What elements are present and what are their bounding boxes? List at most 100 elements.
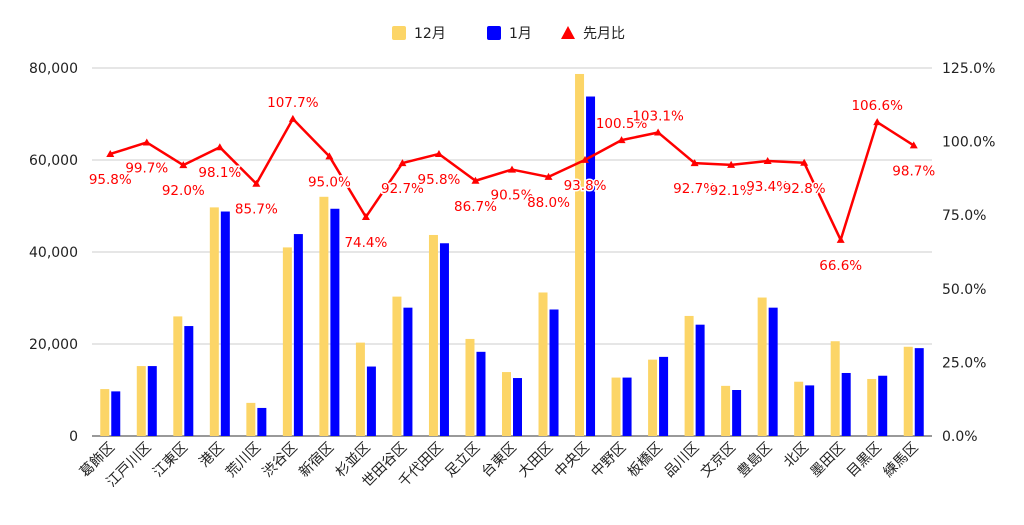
ratio-data-label: 85.7% xyxy=(235,202,278,218)
ratio-data-label: 93.8% xyxy=(564,178,607,194)
bar-12月 xyxy=(465,338,475,436)
ratio-point xyxy=(654,128,663,136)
ratio-data-label: 93.4% xyxy=(746,179,789,195)
bar-1月 xyxy=(549,309,559,436)
ratio-data-label: 100.5% xyxy=(596,116,648,132)
bar-12月 xyxy=(502,372,511,436)
right-tick-label: 100.0% xyxy=(942,135,995,151)
ratio-point xyxy=(544,172,553,180)
ratio-data-label: 95.0% xyxy=(308,174,351,190)
ratio-point xyxy=(909,141,918,149)
ratio-point xyxy=(763,157,772,165)
category-label: 荒川区 xyxy=(223,440,264,481)
category-label: 練馬区 xyxy=(881,440,922,481)
bar-1月 xyxy=(732,390,742,436)
right-axis: 0.0% 25.0% 50.0% 75.0% 100.0% 125.0% xyxy=(942,61,995,445)
ratio-point xyxy=(727,160,736,168)
category-label: 江東区 xyxy=(150,440,191,481)
right-tick-label: 25.0% xyxy=(942,355,986,371)
ratio-point xyxy=(690,159,699,167)
right-tick-label: 0.0% xyxy=(942,429,978,445)
right-tick-label: 125.0% xyxy=(942,61,995,77)
bar-1月 xyxy=(403,307,413,436)
ratio-point xyxy=(836,235,845,243)
legend-label-先月比: 先月比 xyxy=(583,26,625,42)
bar-1月 xyxy=(659,356,669,436)
left-tick-label: 80,000 xyxy=(29,61,78,77)
ratio-point xyxy=(471,176,480,184)
ratio-point xyxy=(581,155,590,163)
ratio-point xyxy=(179,161,188,169)
category-label: 板橋区 xyxy=(625,440,666,481)
bar-1月 xyxy=(914,348,924,436)
bar-12月 xyxy=(611,377,621,436)
ratio-point xyxy=(252,179,261,187)
bar-12月 xyxy=(867,378,877,436)
ratio-data-label: 92.1% xyxy=(710,183,753,199)
bar-1月 xyxy=(257,407,267,436)
bar-12月 xyxy=(209,207,219,436)
category-label: 北区 xyxy=(781,440,812,471)
legend-label-12月: 12月 xyxy=(414,26,446,42)
bar-1月 xyxy=(768,307,778,436)
ratio-data-label: 90.5% xyxy=(491,188,534,204)
ratio-data-label: 92.7% xyxy=(381,181,424,197)
ratio-line: 95.8%99.7%92.0%98.1%85.7%107.7%95.0%74.4… xyxy=(87,93,937,275)
bars xyxy=(100,73,924,437)
left-tick-label: 20,000 xyxy=(29,337,78,353)
ratio-data-label: 92.7% xyxy=(673,181,716,197)
ratio-point xyxy=(215,143,224,151)
bar-12月 xyxy=(136,366,146,436)
category-label: 中央区 xyxy=(552,440,593,481)
bar-12月 xyxy=(903,346,913,436)
ratio-point xyxy=(873,118,882,126)
bar-1月 xyxy=(805,385,815,436)
ratio-point xyxy=(398,159,407,167)
ratio-data-label: 107.7% xyxy=(267,95,319,111)
bar-1月 xyxy=(878,375,888,436)
category-label: 目黒区 xyxy=(844,440,885,481)
ratio-data-label: 66.6% xyxy=(819,258,862,274)
bar-12月 xyxy=(173,316,183,436)
category-label: 豊島区 xyxy=(734,440,775,481)
ratio-data-label: 106.6% xyxy=(851,98,903,114)
bar-1月 xyxy=(513,378,522,436)
ratio-data-label: 98.1% xyxy=(198,165,241,181)
right-tick-label: 75.0% xyxy=(942,208,986,224)
category-label: 新宿区 xyxy=(296,439,338,481)
legend-swatch-12月 xyxy=(392,26,406,40)
bar-12月 xyxy=(319,196,329,436)
bar-1月 xyxy=(841,372,851,436)
bar-12月 xyxy=(282,247,292,436)
category-label: 足立区 xyxy=(442,440,483,481)
bar-12月 xyxy=(355,342,365,436)
bar-1月 xyxy=(293,234,303,436)
category-label: 渋谷区 xyxy=(260,440,301,481)
ratio-data-label: 86.7% xyxy=(454,199,497,215)
category-label: 文京区 xyxy=(698,440,739,481)
bar-12月 xyxy=(648,359,658,436)
category-label: 大田区 xyxy=(515,440,556,481)
bar-1月 xyxy=(184,326,194,436)
bar-12月 xyxy=(794,381,804,436)
left-axis: 0 20,000 40,000 60,000 80,000 xyxy=(29,61,78,445)
legend-marker-先月比 xyxy=(561,26,575,39)
legend-swatch-1月 xyxy=(487,26,501,40)
bar-1月 xyxy=(622,377,632,436)
ratio-point xyxy=(106,149,115,157)
bar-12月 xyxy=(538,292,548,436)
bar-1月 xyxy=(695,324,705,436)
bar-12月 xyxy=(100,389,110,436)
ratio-point xyxy=(361,212,370,220)
left-tick-label: 0 xyxy=(69,429,78,445)
ratio-data-label: 103.1% xyxy=(632,108,684,124)
ratio-data-label: 92.0% xyxy=(162,183,205,199)
category-label: 品川区 xyxy=(661,440,702,481)
bar-12月 xyxy=(575,73,585,436)
right-tick-label: 50.0% xyxy=(942,282,986,298)
ratio-data-label: 98.7% xyxy=(892,163,935,179)
bar-12月 xyxy=(757,297,767,436)
ratio-data-label: 88.0% xyxy=(527,195,570,211)
bar-1月 xyxy=(476,351,486,436)
ratio-point xyxy=(434,149,443,157)
